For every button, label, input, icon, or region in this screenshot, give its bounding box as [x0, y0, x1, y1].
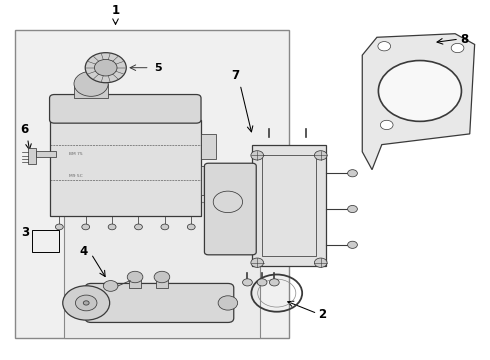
Text: 4: 4 [80, 246, 88, 258]
FancyBboxPatch shape [204, 163, 256, 255]
Text: 8: 8 [460, 32, 468, 46]
Circle shape [85, 53, 126, 83]
Circle shape [135, 224, 143, 230]
Text: 6: 6 [20, 123, 28, 136]
Circle shape [95, 59, 117, 76]
Circle shape [315, 258, 327, 267]
Circle shape [108, 224, 116, 230]
Circle shape [187, 224, 195, 230]
Bar [32, 230, 59, 252]
Circle shape [251, 151, 264, 160]
Bar [27, 148, 36, 164]
Circle shape [251, 258, 264, 267]
Circle shape [103, 280, 118, 291]
Circle shape [82, 224, 90, 230]
Circle shape [270, 279, 279, 286]
Bar [262, 156, 316, 256]
Text: 1: 1 [111, 4, 120, 17]
Bar [74, 84, 108, 98]
Bar [201, 134, 216, 159]
FancyBboxPatch shape [49, 95, 201, 123]
Circle shape [347, 170, 357, 177]
Bar [36, 151, 56, 157]
Circle shape [451, 43, 464, 53]
Text: 5: 5 [155, 63, 162, 73]
FancyBboxPatch shape [85, 283, 234, 323]
Circle shape [347, 206, 357, 213]
Circle shape [218, 296, 238, 310]
Polygon shape [362, 34, 475, 170]
Bar [64, 202, 260, 338]
Circle shape [63, 286, 110, 320]
Circle shape [257, 279, 267, 286]
FancyBboxPatch shape [252, 145, 326, 266]
Circle shape [83, 301, 89, 305]
Circle shape [378, 60, 462, 121]
Circle shape [127, 271, 143, 283]
Text: 3: 3 [21, 226, 29, 239]
Text: 7: 7 [231, 69, 239, 82]
Circle shape [347, 241, 357, 248]
Circle shape [315, 151, 327, 160]
FancyBboxPatch shape [49, 120, 201, 216]
Circle shape [75, 295, 97, 311]
Bar [201, 166, 216, 195]
Circle shape [154, 271, 170, 283]
Bar [156, 277, 168, 288]
Circle shape [55, 224, 63, 230]
Text: M9 5C: M9 5C [69, 174, 83, 178]
Text: BM 75: BM 75 [69, 152, 83, 156]
Circle shape [74, 71, 108, 96]
Circle shape [378, 41, 391, 51]
Circle shape [380, 120, 393, 130]
Bar [15, 30, 289, 338]
Circle shape [243, 279, 252, 286]
Text: 2: 2 [318, 308, 326, 321]
Circle shape [161, 224, 169, 230]
Bar [129, 277, 141, 288]
